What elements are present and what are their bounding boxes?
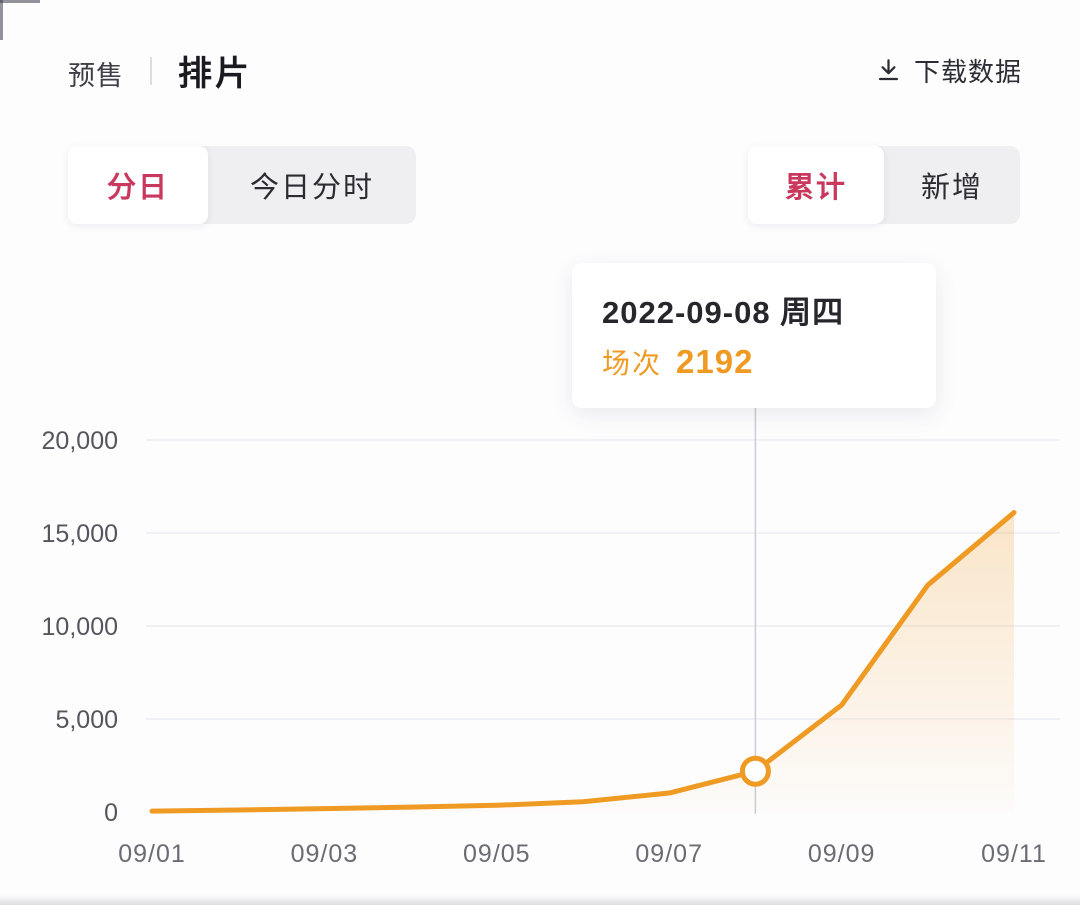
chart-tooltip: 2022-09-08 周四 场次 2192 xyxy=(572,263,936,408)
tab-new-added[interactable]: 新增 xyxy=(920,172,983,204)
date-mode-segmented-control: 分日 今日分时 xyxy=(68,146,416,224)
header-divider xyxy=(150,56,152,85)
screen-edge-shade-bottom xyxy=(0,895,1080,905)
download-data-button[interactable]: 下载数据 xyxy=(875,52,1022,89)
tab-screenings[interactable]: 排片 xyxy=(178,55,252,93)
tab-presale[interactable]: 预售 xyxy=(68,61,124,91)
x-tick-label: 09/01 xyxy=(118,840,186,868)
filter-row: 分日 今日分时 累计 新增 xyxy=(0,146,1080,224)
x-tick-label: 09/07 xyxy=(635,840,703,868)
tab-cumulative[interactable]: 累计 xyxy=(748,146,884,224)
tooltip-date: 2022-09-08 周四 xyxy=(602,295,845,330)
tooltip-metric-label: 场次 xyxy=(602,348,663,379)
y-tick-label: 20,000 xyxy=(42,427,118,455)
y-tick-label: 10,000 xyxy=(42,613,118,641)
series-area-fill xyxy=(152,512,1014,812)
series-line xyxy=(149,510,1017,814)
tab-by-day[interactable]: 分日 xyxy=(68,146,208,224)
x-tick-label: 09/09 xyxy=(808,840,876,868)
header: 预售 排片 下载数据 xyxy=(68,46,1022,95)
download-label: 下载数据 xyxy=(913,57,1022,87)
y-tick-label: 0 xyxy=(104,799,118,827)
value-mode-segmented-control: 累计 新增 xyxy=(748,146,1020,224)
y-tick-label: 15,000 xyxy=(42,520,118,548)
tooltip-metric-value: 2192 xyxy=(676,343,754,380)
highlighted-point-marker[interactable] xyxy=(739,755,771,787)
download-icon xyxy=(875,57,902,84)
tooltip-metric-row: 场次 2192 xyxy=(602,342,906,382)
screen-edge-artifact-left xyxy=(0,0,3,40)
x-tick-label: 09/11 xyxy=(981,840,1047,868)
y-tick-label: 5,000 xyxy=(55,706,118,734)
x-tick-label: 09/03 xyxy=(291,840,359,868)
screen-edge-artifact-top xyxy=(0,0,40,3)
tab-today-hourly[interactable]: 今日分时 xyxy=(249,172,374,204)
x-tick-label: 09/05 xyxy=(463,840,531,868)
